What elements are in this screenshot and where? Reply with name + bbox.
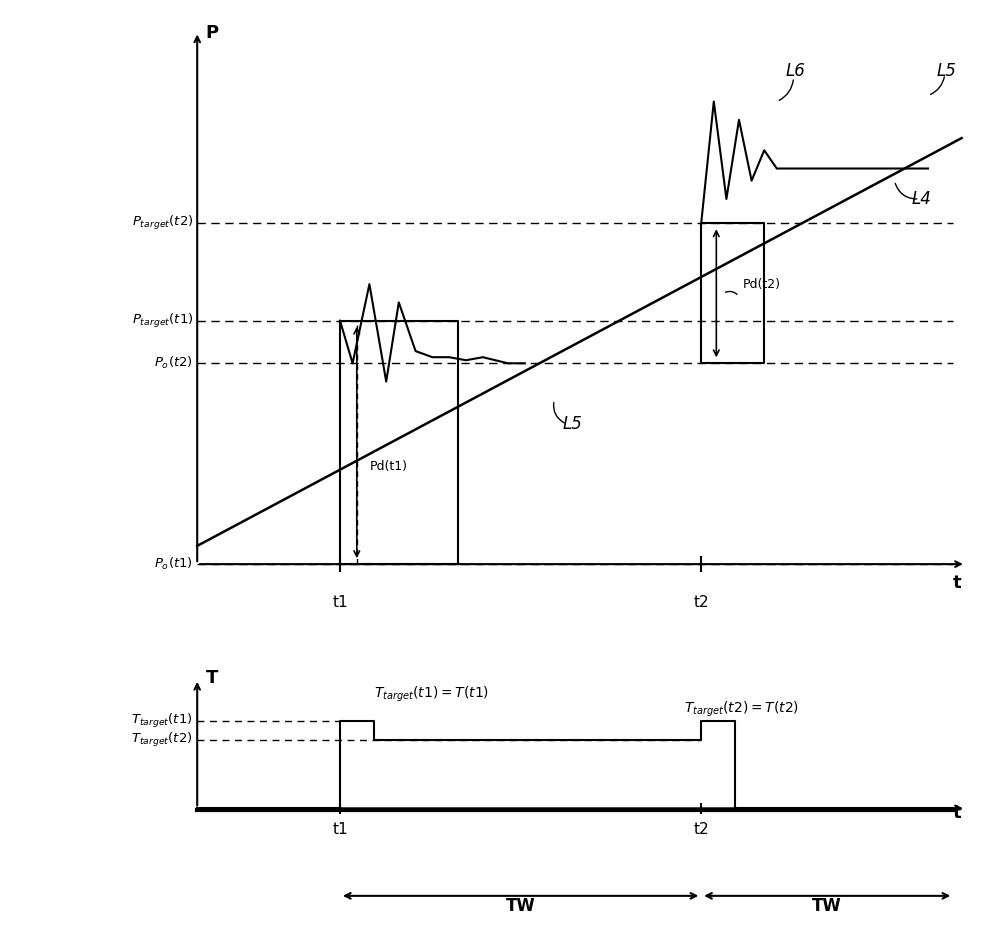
Text: $T_{target}(t1)=T(t1)$: $T_{target}(t1)=T(t1)$ (374, 685, 489, 704)
Text: Pd(t1): Pd(t1) (369, 460, 407, 474)
Text: $P_o(t2)$: $P_o(t2)$ (154, 356, 193, 371)
Text: $T_{target}(t2)$: $T_{target}(t2)$ (131, 731, 193, 748)
Text: Pd(t2): Pd(t2) (743, 278, 781, 291)
Text: L5: L5 (563, 416, 582, 433)
Text: t1: t1 (332, 822, 348, 837)
Text: $T_{target}(t2)=T(t2)$: $T_{target}(t2)=T(t2)$ (684, 700, 799, 719)
Text: $T_{target}(t1)$: $T_{target}(t1)$ (131, 712, 193, 729)
Text: $P_{target}(t1)$: $P_{target}(t1)$ (132, 312, 193, 330)
Text: P: P (206, 24, 219, 42)
Text: T: T (206, 669, 218, 687)
Text: TW: TW (812, 897, 842, 915)
Text: L4: L4 (911, 190, 931, 208)
Text: $P_{target}(t2)$: $P_{target}(t2)$ (132, 214, 193, 232)
Text: t: t (953, 574, 962, 592)
Text: t1: t1 (332, 594, 348, 610)
Text: L6: L6 (785, 62, 805, 80)
Text: t: t (953, 804, 962, 822)
Text: L5: L5 (936, 62, 956, 80)
Text: TW: TW (506, 897, 535, 915)
Text: t2: t2 (693, 822, 709, 837)
Text: $P_o(t1)$: $P_o(t1)$ (154, 556, 193, 573)
Text: t2: t2 (693, 594, 709, 610)
